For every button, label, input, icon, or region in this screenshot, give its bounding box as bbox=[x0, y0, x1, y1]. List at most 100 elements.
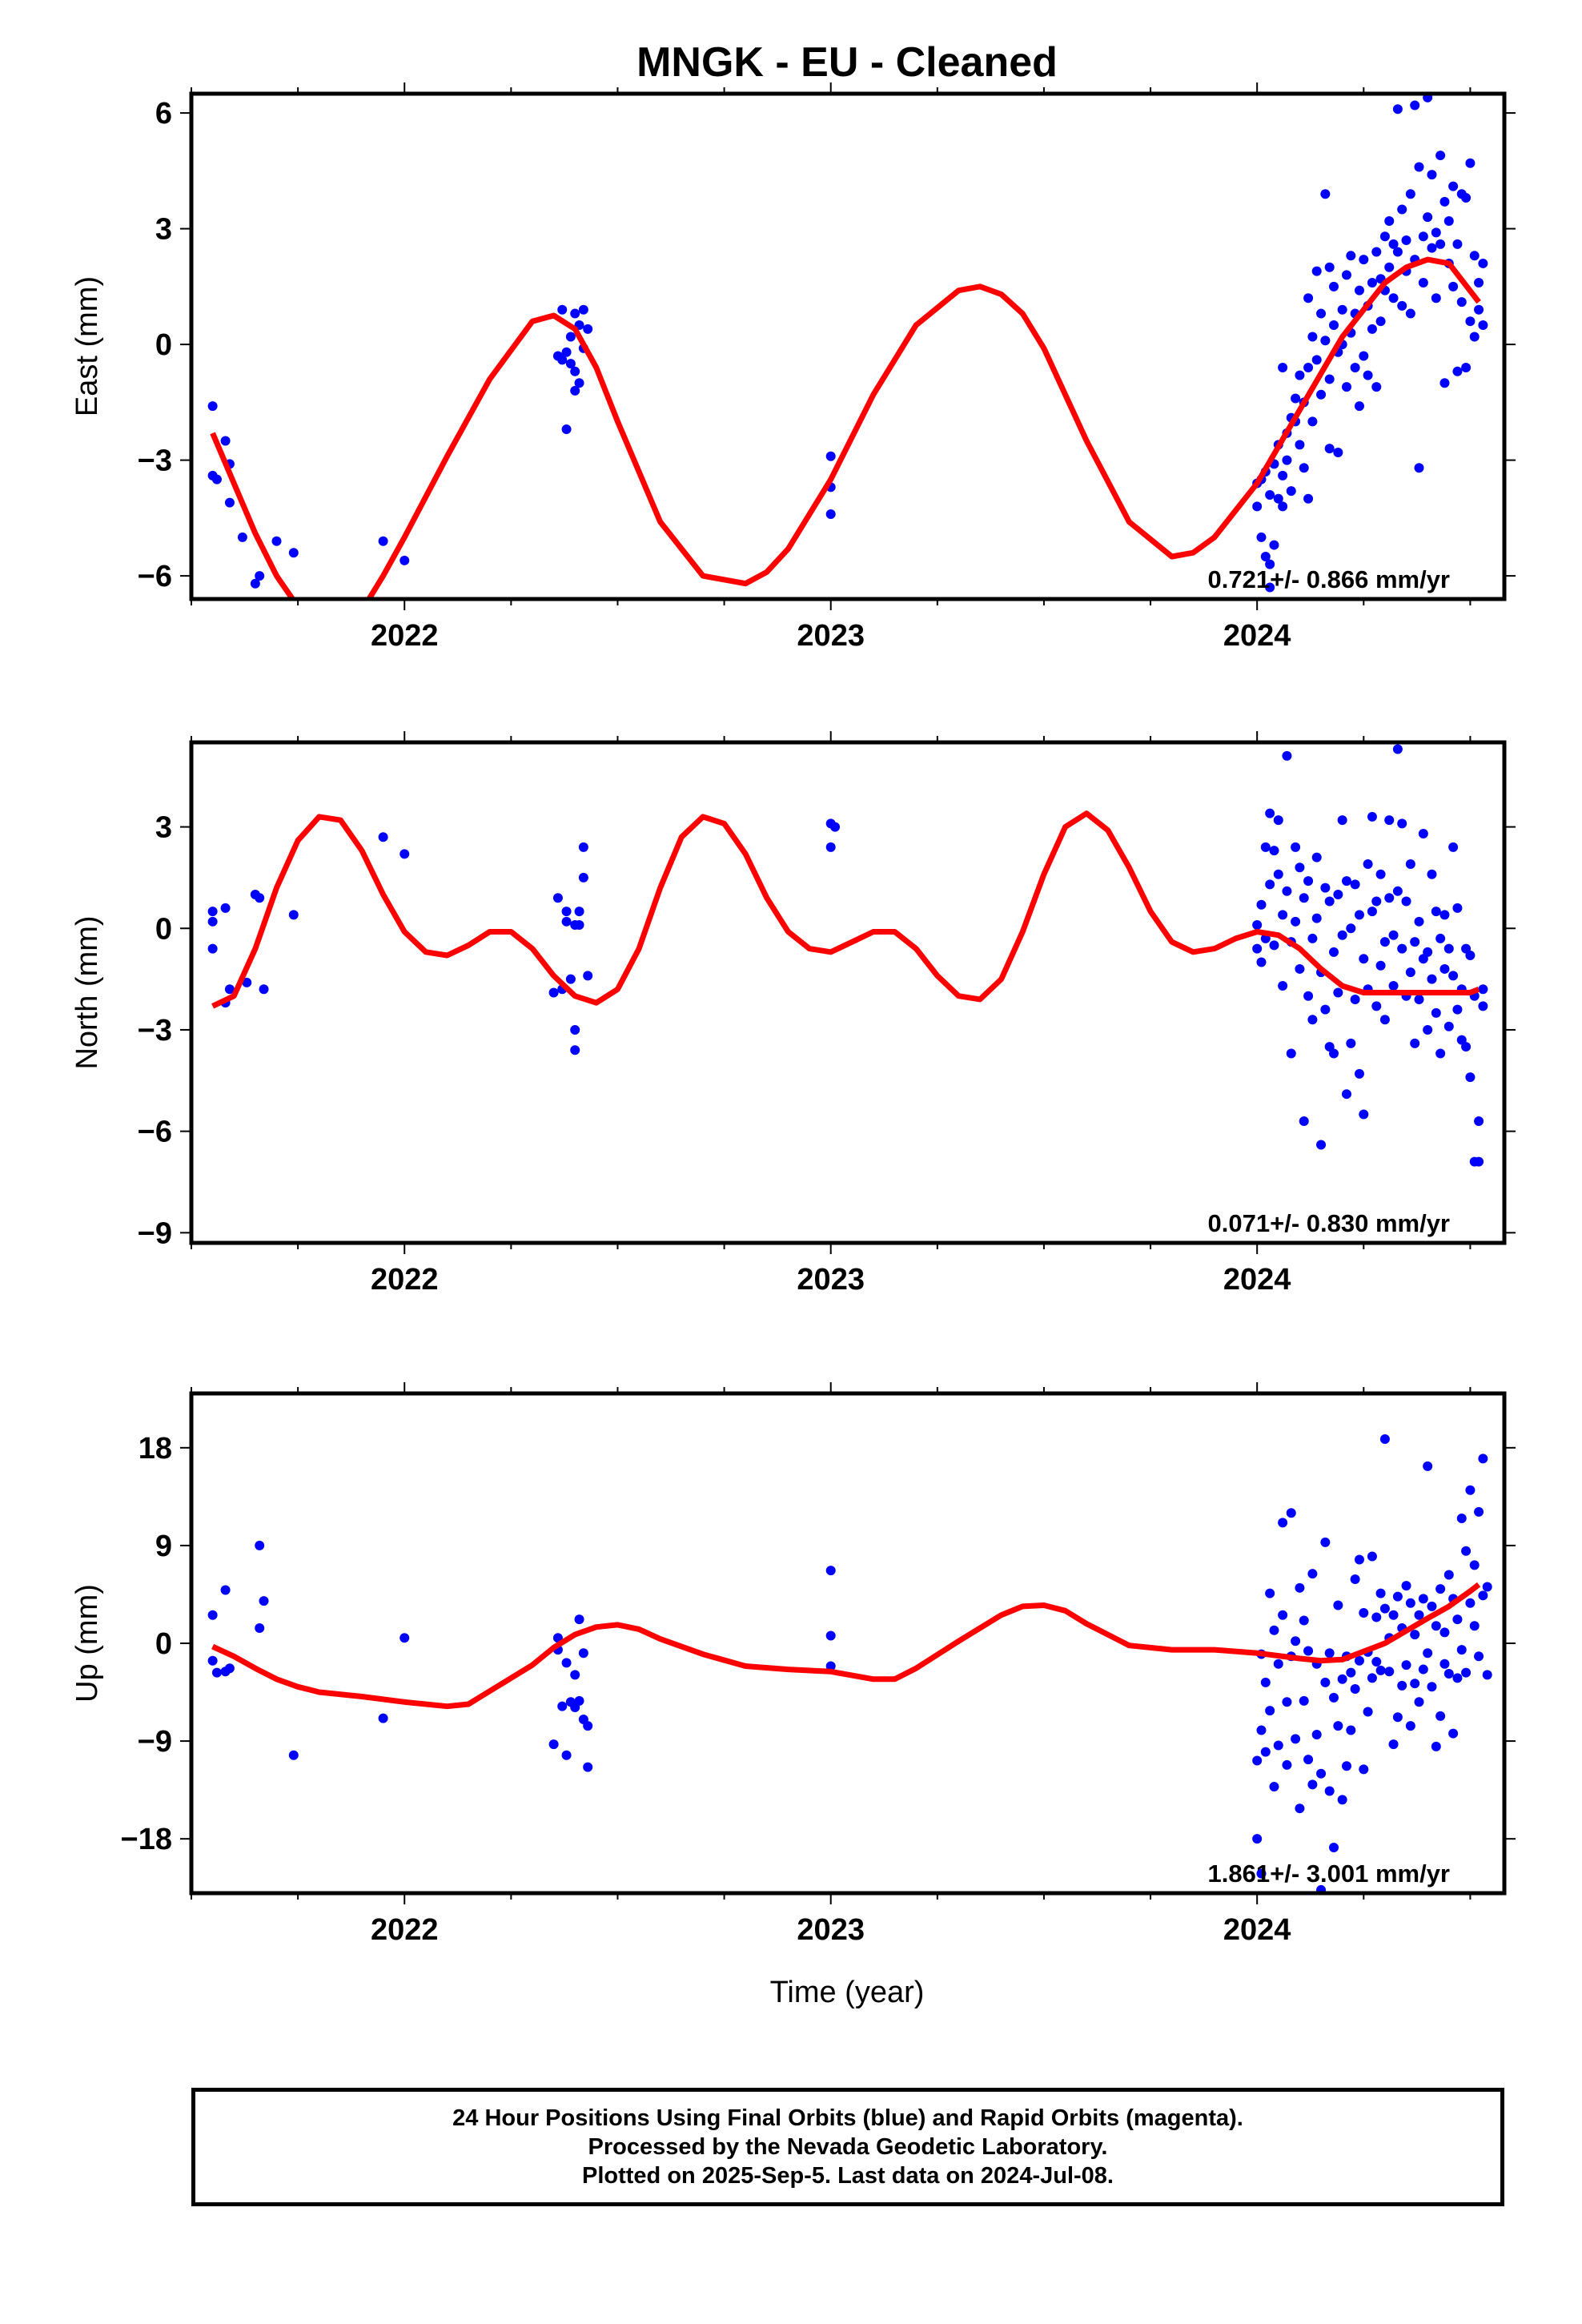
north-data-point bbox=[1337, 930, 1347, 940]
north-data-point bbox=[1371, 1001, 1382, 1011]
east-data-point bbox=[1316, 308, 1327, 319]
up-data-point bbox=[1431, 1741, 1441, 1751]
north-data-point bbox=[1295, 862, 1305, 873]
north-data-point bbox=[1307, 933, 1318, 943]
up-data-point bbox=[1452, 1614, 1463, 1625]
east-data-point bbox=[1452, 366, 1463, 376]
north-y-tick-label: 0 bbox=[155, 912, 172, 946]
up-data-point bbox=[1397, 1680, 1407, 1691]
east-y-tick-label: −6 bbox=[138, 560, 172, 593]
up-data-point bbox=[1333, 1721, 1343, 1731]
up-data-point bbox=[1260, 1747, 1271, 1757]
east-data-point bbox=[1337, 304, 1347, 315]
up-data-point bbox=[1282, 1759, 1292, 1770]
north-x-tick-label: 2023 bbox=[797, 1263, 865, 1297]
up-data-point bbox=[1307, 1779, 1318, 1790]
east-data-point bbox=[1359, 351, 1369, 361]
up-data-point bbox=[1299, 1615, 1309, 1626]
up-data-point bbox=[825, 1661, 836, 1671]
north-data-point bbox=[583, 971, 593, 981]
up-data-point bbox=[1435, 1584, 1446, 1594]
footer-line-3: Plotted on 2025-Sep-5. Last data on 2024… bbox=[582, 2163, 1114, 2189]
north-data-point bbox=[570, 1045, 580, 1055]
north-data-point bbox=[1265, 808, 1275, 818]
up-data-point bbox=[1282, 1697, 1292, 1707]
up-y-tick-label: 9 bbox=[155, 1530, 172, 1563]
east-y-tick-label: 6 bbox=[155, 97, 172, 131]
up-data-point bbox=[1265, 1588, 1275, 1598]
up-data-point bbox=[1320, 1537, 1331, 1547]
east-data-point bbox=[1474, 278, 1484, 288]
up-data-point bbox=[1379, 1603, 1390, 1614]
east-data-point bbox=[1341, 382, 1351, 392]
up-data-point bbox=[1278, 1610, 1288, 1620]
up-data-point bbox=[1392, 1712, 1403, 1723]
north-data-point bbox=[1311, 913, 1322, 923]
chart-title: MNGK - EU - Cleaned bbox=[636, 39, 1058, 86]
north-data-point bbox=[825, 842, 836, 852]
up-data-point bbox=[259, 1596, 269, 1606]
up-y-tick-label: 18 bbox=[139, 1432, 172, 1466]
north-data-point bbox=[378, 832, 388, 842]
up-data-point bbox=[1350, 1683, 1360, 1694]
north-data-point bbox=[1423, 947, 1433, 957]
north-data-point bbox=[1423, 1024, 1433, 1035]
up-data-point bbox=[1256, 1868, 1267, 1879]
up-data-point bbox=[1482, 1670, 1492, 1680]
up-data-point bbox=[1337, 1674, 1347, 1684]
north-data-point bbox=[1329, 947, 1339, 957]
north-data-point bbox=[1367, 811, 1377, 822]
east-data-point bbox=[1307, 332, 1318, 342]
up-data-point bbox=[1337, 1795, 1347, 1805]
east-data-point bbox=[825, 509, 836, 520]
north-data-point bbox=[1392, 744, 1403, 754]
east-data-point bbox=[1269, 540, 1279, 550]
east-data-point bbox=[288, 548, 299, 558]
up-data-point bbox=[1307, 1569, 1318, 1579]
east-data-point bbox=[1427, 243, 1437, 253]
north-data-point bbox=[574, 920, 584, 931]
east-data-point bbox=[583, 324, 593, 334]
east-data-point bbox=[1303, 362, 1314, 372]
north-data-point bbox=[220, 903, 231, 913]
east-data-point bbox=[1303, 493, 1314, 504]
north-data-point bbox=[1303, 991, 1314, 1001]
east-data-point bbox=[1461, 193, 1472, 203]
up-data-point bbox=[1418, 1664, 1428, 1675]
east-data-point bbox=[400, 555, 410, 565]
east-data-point bbox=[224, 497, 235, 508]
north-data-point bbox=[224, 984, 235, 995]
up-data-point bbox=[1410, 1679, 1420, 1689]
up-data-point bbox=[1392, 1591, 1403, 1602]
east-data-point bbox=[1363, 370, 1373, 380]
up-data-point bbox=[1329, 1843, 1339, 1853]
up-data-point bbox=[1469, 1560, 1480, 1570]
east-data-point bbox=[1329, 281, 1339, 292]
north-data-point bbox=[1427, 974, 1437, 984]
up-data-point bbox=[1303, 1755, 1314, 1765]
north-data-point bbox=[1384, 815, 1395, 826]
east-data-point bbox=[1435, 151, 1446, 161]
up-data-point bbox=[1367, 1673, 1377, 1683]
north-data-point bbox=[1278, 981, 1288, 991]
east-data-point bbox=[570, 366, 580, 376]
north-data-point bbox=[1452, 903, 1463, 913]
north-data-point bbox=[1359, 1109, 1369, 1120]
north-data-point bbox=[1478, 1001, 1488, 1011]
up-data-point bbox=[578, 1648, 588, 1659]
north-data-point bbox=[1418, 829, 1428, 839]
north-data-point bbox=[1401, 896, 1411, 907]
north-data-point bbox=[570, 1024, 580, 1035]
north-y-axis-label: North (mm) bbox=[70, 915, 104, 1069]
north-data-point bbox=[207, 916, 218, 927]
up-data-point bbox=[1354, 1554, 1364, 1565]
north-data-point bbox=[1341, 876, 1351, 887]
east-data-point bbox=[1427, 170, 1437, 180]
east-data-point bbox=[565, 359, 576, 369]
up-points bbox=[207, 1433, 1492, 1893]
north-data-point bbox=[288, 910, 299, 920]
east-data-point bbox=[1435, 239, 1446, 249]
east-data-point bbox=[1265, 582, 1275, 593]
north-data-point bbox=[1439, 963, 1450, 974]
east-x-tick-label: 2024 bbox=[1223, 619, 1291, 653]
